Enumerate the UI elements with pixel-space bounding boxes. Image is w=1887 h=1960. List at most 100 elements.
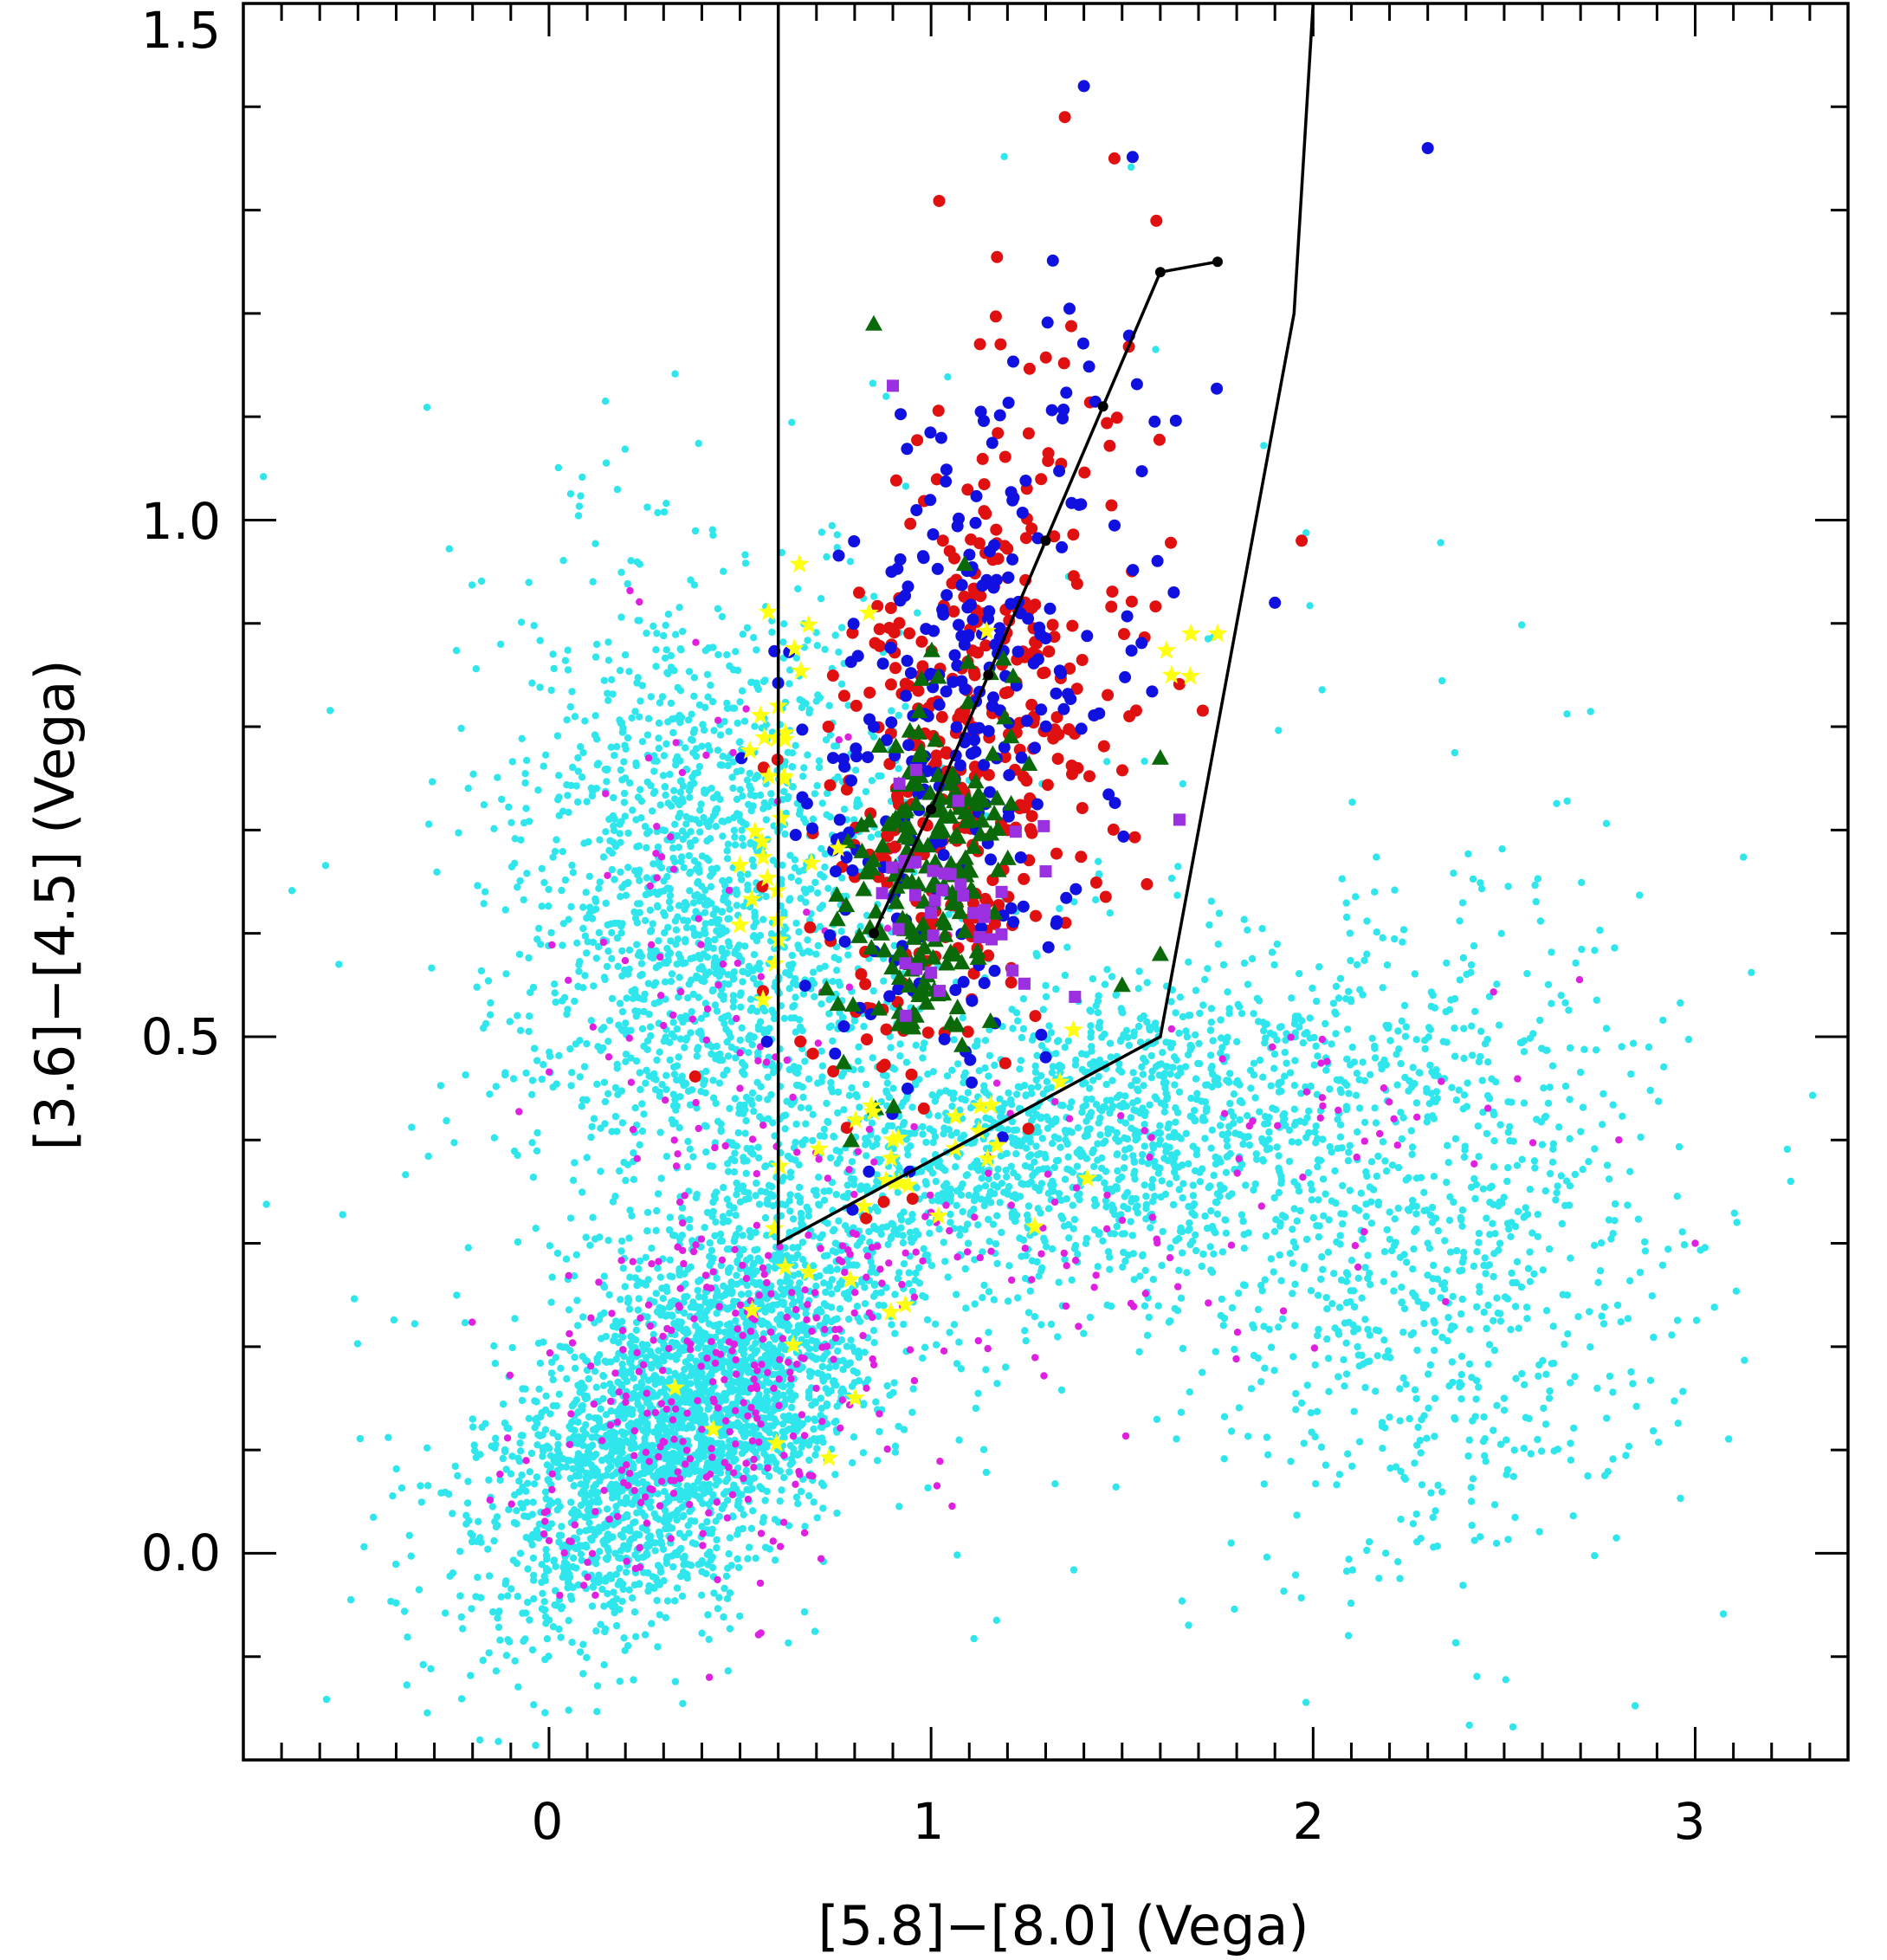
field-dot-point bbox=[1179, 1180, 1187, 1187]
field-dot-point bbox=[1104, 1125, 1112, 1133]
field-dot-point bbox=[932, 1320, 940, 1329]
field-dot-point bbox=[1611, 1217, 1619, 1225]
field-dot-point bbox=[1347, 1257, 1356, 1265]
field-dot-point bbox=[1421, 1045, 1429, 1053]
field-dot-point bbox=[756, 791, 765, 799]
field-dot-point bbox=[649, 789, 658, 798]
field-dot-point bbox=[617, 1296, 624, 1303]
field-dot-point bbox=[1366, 1269, 1373, 1278]
field-dot-point bbox=[1677, 999, 1684, 1007]
field-dot-point bbox=[551, 989, 559, 997]
field-dot-point bbox=[1680, 1241, 1689, 1249]
field-dot-point bbox=[1555, 1123, 1563, 1131]
field-dot-point bbox=[655, 734, 662, 742]
field-dot-point bbox=[1627, 1368, 1635, 1376]
field-dot-point bbox=[631, 1392, 639, 1400]
field-dot-point bbox=[1238, 1010, 1246, 1018]
field-dot-point bbox=[602, 828, 610, 836]
field-dot-point bbox=[785, 1639, 792, 1647]
field-dot-point bbox=[496, 640, 505, 648]
field-dot-point bbox=[941, 1258, 949, 1265]
field-dot-point bbox=[1674, 1420, 1683, 1427]
field-dot-point bbox=[536, 1359, 545, 1368]
field-dot-point bbox=[1363, 950, 1371, 958]
field-dot-point bbox=[1153, 1095, 1160, 1103]
field-dot-point bbox=[720, 567, 727, 575]
field-dot-point bbox=[1219, 961, 1228, 969]
field-dot-point bbox=[516, 1026, 525, 1035]
field-dot-point bbox=[633, 843, 641, 851]
field-dot-point bbox=[1493, 1294, 1501, 1302]
field-dot-point bbox=[701, 999, 709, 1007]
field-dot-point bbox=[753, 646, 760, 654]
field-dot-point bbox=[1664, 1245, 1672, 1253]
field-dot-point bbox=[520, 896, 527, 904]
field-dot-point bbox=[1430, 1543, 1438, 1551]
field-dot-point bbox=[360, 1543, 368, 1551]
field-dot-point bbox=[617, 929, 625, 937]
field-dot-point bbox=[730, 997, 738, 1005]
field-dot-point bbox=[573, 1472, 581, 1480]
field-dot-point bbox=[1457, 1395, 1465, 1403]
field-dot-point bbox=[771, 1516, 779, 1523]
field-dot-point bbox=[696, 1276, 704, 1284]
field-dot-point bbox=[1095, 1024, 1103, 1032]
field-dot-point bbox=[583, 1039, 591, 1048]
field-dot-point bbox=[1044, 1205, 1053, 1213]
field-dot-point bbox=[507, 863, 516, 870]
field-dot-point bbox=[687, 1263, 695, 1271]
field-dot-point bbox=[1458, 1295, 1466, 1303]
field-dot-point bbox=[1305, 1107, 1313, 1116]
field-dot-point bbox=[1169, 1200, 1178, 1209]
field-dot-point bbox=[648, 807, 656, 815]
field-dot-point bbox=[849, 1343, 856, 1351]
field-dot-point bbox=[1371, 888, 1379, 896]
field-dot-point bbox=[674, 913, 682, 921]
field-dot-point bbox=[712, 1481, 720, 1489]
field-dot-point bbox=[1207, 1144, 1215, 1152]
field-dot-point bbox=[1309, 1213, 1318, 1222]
field-dot-point bbox=[1460, 1025, 1468, 1032]
field-dot-point bbox=[1394, 1558, 1402, 1566]
field-dot-point bbox=[723, 855, 732, 863]
field-dot-point bbox=[1425, 1100, 1434, 1108]
field-dot-point bbox=[571, 997, 578, 1006]
field-dot-point bbox=[924, 1484, 932, 1492]
field-dot-point bbox=[1741, 1356, 1748, 1364]
field-dot-point bbox=[662, 740, 670, 748]
field-dot-point bbox=[666, 1256, 674, 1265]
field-dot-point bbox=[531, 1397, 539, 1405]
field-dot-point bbox=[576, 1037, 584, 1045]
field-dot-point bbox=[589, 938, 598, 947]
field-dot-point bbox=[1355, 1076, 1363, 1083]
field-dot-point bbox=[940, 1239, 948, 1246]
field-dot-point bbox=[1473, 1248, 1481, 1256]
field-dot-point bbox=[753, 1049, 762, 1057]
field-dot-point bbox=[540, 762, 547, 770]
field-dot-point bbox=[692, 1193, 701, 1202]
field-dot-point bbox=[497, 1593, 505, 1601]
field-dot-point bbox=[476, 1736, 484, 1744]
field-dot-point bbox=[900, 1208, 908, 1216]
field-dot-point bbox=[1366, 1538, 1373, 1546]
field-dot-point bbox=[747, 1524, 756, 1533]
field-dot-point bbox=[1223, 1136, 1231, 1144]
field-dot-point bbox=[574, 1408, 582, 1417]
field-dot-point bbox=[980, 1281, 988, 1290]
field-dot-point bbox=[1187, 1094, 1195, 1103]
field-dot-point bbox=[1217, 1016, 1225, 1024]
field-dot-point bbox=[1474, 1122, 1483, 1130]
field-dot-point bbox=[1070, 1225, 1077, 1232]
field-dot-point bbox=[1402, 1023, 1411, 1031]
field-dot-point bbox=[1538, 1045, 1546, 1052]
field-dot-point bbox=[518, 1396, 527, 1405]
field-dot-point bbox=[583, 1154, 591, 1161]
field-dot-point bbox=[1270, 1227, 1279, 1236]
field-dot-point bbox=[756, 931, 765, 940]
field-dot-point bbox=[1106, 1253, 1114, 1261]
field-dot-point bbox=[600, 1661, 608, 1669]
field-dot-point bbox=[1629, 1039, 1638, 1047]
field-dot-point bbox=[1411, 970, 1419, 978]
field-dot-point bbox=[554, 463, 562, 472]
field-dot-point bbox=[870, 592, 878, 600]
